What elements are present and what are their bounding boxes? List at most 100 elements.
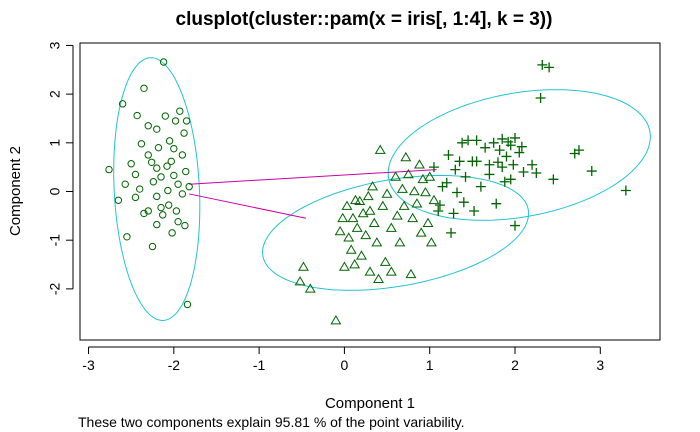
- data-point-plus: [452, 187, 462, 198]
- data-point-circle: [153, 125, 161, 133]
- data-point-circle: [168, 229, 176, 237]
- data-point-triangle: [360, 229, 372, 240]
- data-point-circle: [161, 112, 169, 120]
- cluster-1-ellipse: [113, 57, 201, 322]
- data-point-circle: [127, 160, 135, 168]
- data-point-plus: [458, 197, 469, 208]
- data-point-plus: [548, 174, 559, 185]
- data-point-circle: [153, 220, 161, 229]
- data-point-triangle: [402, 168, 414, 179]
- data-point-circle: [105, 165, 113, 174]
- data-point-plus: [488, 137, 499, 148]
- data-point-circle: [154, 143, 163, 152]
- cluster-connector-1: [189, 169, 437, 185]
- data-point-triangle: [347, 212, 359, 223]
- data-point-plus: [491, 198, 502, 209]
- data-point-plus: [620, 185, 631, 196]
- cluster-connectors: [189, 169, 437, 219]
- data-point-plus: [492, 157, 503, 168]
- data-point-triangle: [390, 171, 402, 181]
- y-tick-label: 2: [47, 90, 63, 98]
- cluster-connector-2: [189, 193, 307, 219]
- data-point-triangle: [419, 186, 431, 197]
- data-point-circle: [167, 157, 175, 166]
- data-point-circle: [178, 151, 187, 159]
- data-point-triangle: [297, 261, 309, 271]
- data-point-plus: [586, 166, 597, 177]
- data-point-plus: [450, 164, 461, 175]
- data-point-circle: [185, 182, 193, 191]
- data-point-plus: [514, 147, 525, 158]
- plot-frame: [79, 42, 661, 341]
- data-point-plus: [497, 162, 508, 173]
- data-point-circle: [136, 185, 144, 193]
- data-point-circle: [170, 144, 178, 153]
- data-point-plus: [544, 62, 555, 73]
- data-point-triangle: [428, 194, 440, 205]
- data-point-plus: [475, 181, 486, 192]
- data-point-plus: [484, 169, 495, 180]
- data-point-plus: [518, 167, 529, 178]
- x-tick-label: 0: [341, 357, 349, 373]
- data-point-circle: [165, 201, 173, 209]
- data-point-circle: [118, 100, 127, 108]
- data-point-circle: [178, 190, 187, 198]
- data-point-triangle: [391, 210, 403, 220]
- data-point-plus: [443, 149, 454, 160]
- data-point-circle: [165, 137, 174, 145]
- data-point-plus: [505, 174, 516, 185]
- data-point-triangle: [364, 266, 376, 276]
- data-point-triangle: [351, 222, 363, 232]
- cluster-3-ellipse: [387, 89, 651, 221]
- data-point-circle: [159, 58, 168, 66]
- data-point-triangle: [424, 171, 436, 181]
- data-point-circle: [131, 170, 140, 179]
- data-point-triangle: [334, 225, 346, 236]
- data-point-circle: [174, 217, 182, 226]
- data-point-circle: [140, 84, 148, 92]
- data-point-triangle: [337, 212, 349, 223]
- data-point-triangle: [379, 256, 391, 266]
- y-tick-label: 0: [47, 187, 63, 195]
- data-point-plus: [573, 145, 584, 156]
- data-point-circle: [157, 203, 165, 212]
- data-point-triangle: [394, 237, 406, 247]
- y-tick-label: 1: [47, 139, 63, 147]
- x-tick-label: -3: [82, 357, 95, 373]
- data-point-circle: [131, 193, 140, 202]
- data-point-circle: [157, 173, 165, 181]
- data-point-triangle: [398, 200, 410, 210]
- y-tick-label: 3: [47, 41, 63, 49]
- data-point-plus: [471, 156, 482, 167]
- data-point-circle: [182, 167, 190, 176]
- data-point-plus: [535, 93, 546, 104]
- data-point-triangle: [400, 151, 412, 162]
- data-point-plus: [469, 205, 480, 216]
- data-point-plus: [527, 159, 538, 170]
- data-points: [105, 58, 631, 325]
- data-point-circle: [163, 162, 171, 170]
- data-point-plus: [497, 133, 508, 144]
- data-point-triangle: [417, 173, 429, 184]
- data-point-triangle: [357, 207, 369, 218]
- data-point-circle: [140, 209, 148, 218]
- data-point-triangle: [343, 232, 355, 242]
- data-point-plus: [531, 167, 542, 178]
- data-point-circle: [149, 178, 158, 186]
- data-point-triangle: [349, 259, 361, 269]
- data-point-triangle: [407, 212, 419, 223]
- data-point-plus: [448, 208, 459, 219]
- data-point-triangle: [413, 159, 425, 169]
- data-point-circle: [114, 196, 123, 204]
- data-point-triangle: [381, 188, 393, 198]
- data-point-circle: [181, 221, 189, 230]
- data-point-triangle: [408, 186, 420, 196]
- y-tick-label: -2: [47, 282, 63, 295]
- data-point-plus: [428, 162, 439, 173]
- data-point-circle: [137, 140, 146, 148]
- data-point-circle: [159, 211, 167, 219]
- data-point-plus: [434, 200, 445, 211]
- cluster-2-ellipse: [262, 174, 530, 291]
- data-point-plus: [508, 159, 519, 170]
